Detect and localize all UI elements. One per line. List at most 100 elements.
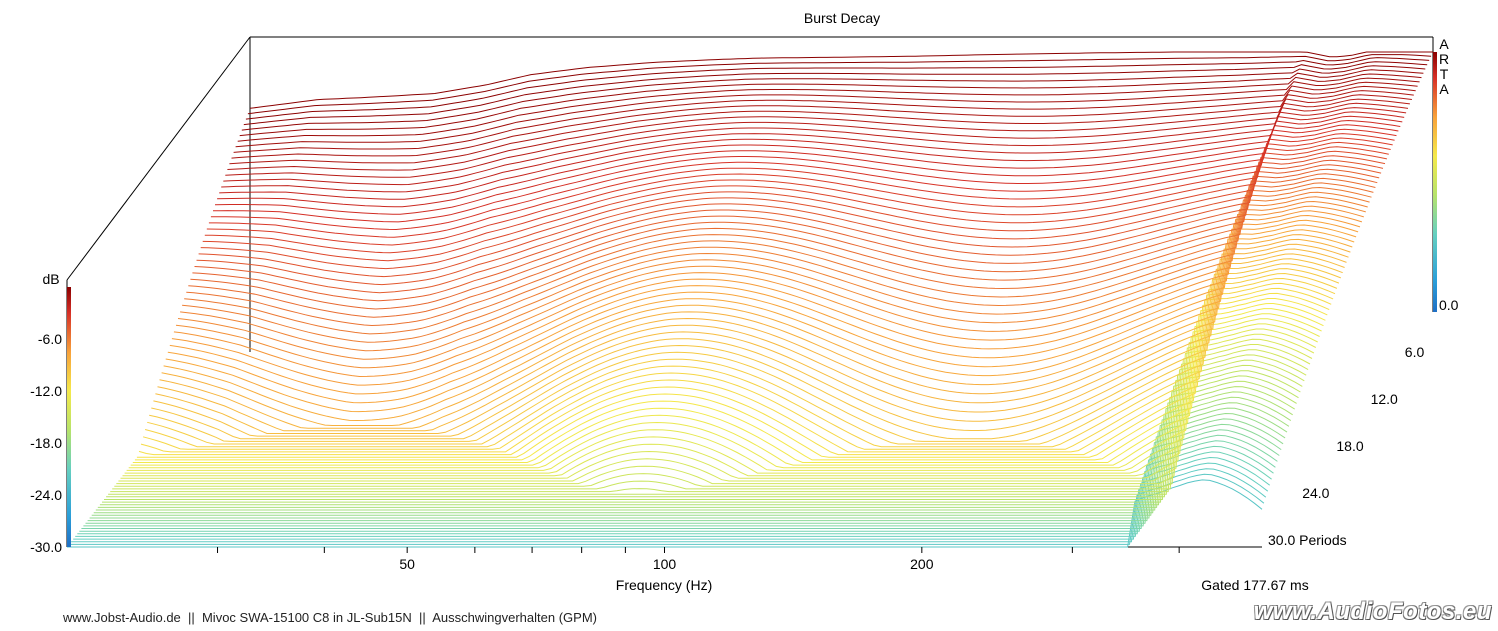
decay-slice	[108, 370, 1301, 495]
decay-slice	[77, 451, 1272, 535]
z-tick-label: -24.0	[30, 487, 62, 503]
decay-slice	[190, 173, 1378, 310]
decay-slice	[71, 468, 1267, 543]
decay-slice	[165, 229, 1355, 413]
decay-slice	[95, 402, 1290, 511]
decay-slice	[159, 243, 1349, 429]
z-tick-label: -30.0	[30, 539, 62, 555]
arta-logo: A R T A	[1437, 37, 1451, 97]
colorbar-left	[67, 287, 71, 547]
decay-slice	[142, 282, 1334, 450]
decay-slice	[147, 272, 1338, 445]
period-tick-label: 0.0	[1439, 297, 1459, 313]
decay-slice	[79, 445, 1274, 532]
period-tick-label: 30.0 Periods	[1268, 532, 1347, 548]
decay-slice	[208, 133, 1395, 238]
decay-slice	[155, 253, 1345, 434]
decay-slice	[110, 364, 1303, 493]
decay-slice	[243, 61, 1428, 126]
z-tick-label: -12.0	[30, 383, 62, 399]
period-tick-label: 12.0	[1371, 391, 1398, 407]
z-tick-label: -18.0	[30, 435, 62, 451]
period-tick-label: 24.0	[1302, 485, 1329, 501]
periods-axis: 0.0 6.0 12.0 18.0 24.0 30.0 Periods	[1268, 297, 1459, 548]
decay-slice	[233, 81, 1418, 153]
decay-slice	[200, 150, 1387, 270]
period-tick-label: 6.0	[1405, 344, 1425, 360]
decay-slice	[136, 298, 1328, 458]
decay-slice	[118, 344, 1311, 482]
decay-slice	[217, 115, 1403, 208]
decay-slice	[188, 177, 1376, 318]
decay-slice	[214, 119, 1401, 215]
decay-slice	[194, 164, 1382, 294]
decay-slice	[93, 407, 1288, 514]
decay-slice	[184, 186, 1372, 335]
decay-slice	[245, 57, 1430, 120]
decay-slice	[182, 191, 1370, 343]
decay-slice	[75, 456, 1270, 537]
arta-letter: A	[1439, 36, 1449, 52]
decay-slice	[219, 111, 1405, 200]
diagonal-top-edge	[66, 36, 251, 281]
z-tick-label: -6.0	[38, 331, 62, 347]
decay-slice	[85, 429, 1280, 524]
decay-slice	[210, 128, 1397, 231]
decay-slice	[169, 219, 1359, 395]
arta-letter: T	[1439, 66, 1449, 82]
decay-slice	[221, 107, 1407, 193]
decay-slice	[149, 268, 1340, 442]
decay-slice	[175, 205, 1364, 369]
gated-label: Gated 177.67 ms	[1201, 577, 1308, 593]
x-axis-title: Frequency (Hz)	[616, 577, 712, 593]
period-tick-label: 18.0	[1336, 438, 1363, 454]
decay-slice	[114, 354, 1307, 487]
z-axis: -6.0 -12.0 -18.0 -24.0 -30.0	[30, 331, 62, 555]
decay-slice	[144, 277, 1336, 448]
decay-slice	[239, 69, 1424, 137]
decay-slice	[196, 159, 1384, 286]
decay-slice	[206, 137, 1393, 246]
footer-caption: www.Jobst-Audio.de || Mivoc SWA-15100 C8…	[63, 610, 597, 625]
decay-slice	[102, 386, 1295, 503]
decay-slice	[229, 90, 1414, 165]
decay-slice	[128, 318, 1320, 469]
decay-slice	[87, 423, 1282, 522]
x-tick-label: 100	[653, 556, 677, 572]
decay-slice	[198, 155, 1386, 278]
decay-slice	[212, 124, 1399, 223]
decay-slice	[99, 391, 1293, 506]
decay-slice	[134, 302, 1326, 461]
decay-slice	[167, 224, 1357, 404]
decay-slice	[202, 146, 1389, 262]
x-tick-label: 50	[399, 556, 415, 572]
arta-letter: A	[1439, 81, 1449, 97]
decay-slice	[177, 200, 1366, 360]
decay-slice	[163, 234, 1353, 422]
decay-slice	[91, 412, 1286, 516]
decay-slice	[180, 196, 1368, 352]
decay-slice	[132, 308, 1324, 463]
decay-slice	[83, 434, 1278, 527]
decay-slice	[241, 65, 1426, 131]
decay-slice	[204, 141, 1391, 254]
decay-slice	[161, 238, 1351, 426]
decay-slice	[106, 375, 1299, 498]
x-tick-label: 200	[910, 556, 934, 572]
arta-letter: R	[1438, 51, 1450, 67]
decay-slice	[138, 292, 1330, 456]
decay-slice	[122, 333, 1315, 477]
decay-slice	[157, 248, 1347, 432]
decay-slice	[247, 54, 1432, 115]
waterfall-slices	[67, 51, 1433, 548]
decay-slice	[173, 210, 1363, 378]
decay-slice	[104, 380, 1297, 500]
decay-slice	[186, 182, 1374, 327]
decay-slice	[231, 85, 1416, 159]
decay-slice	[81, 440, 1276, 529]
decay-slice	[97, 396, 1292, 508]
decay-slice	[153, 258, 1343, 437]
decay-slice	[126, 323, 1318, 471]
decay-slice	[112, 359, 1305, 490]
